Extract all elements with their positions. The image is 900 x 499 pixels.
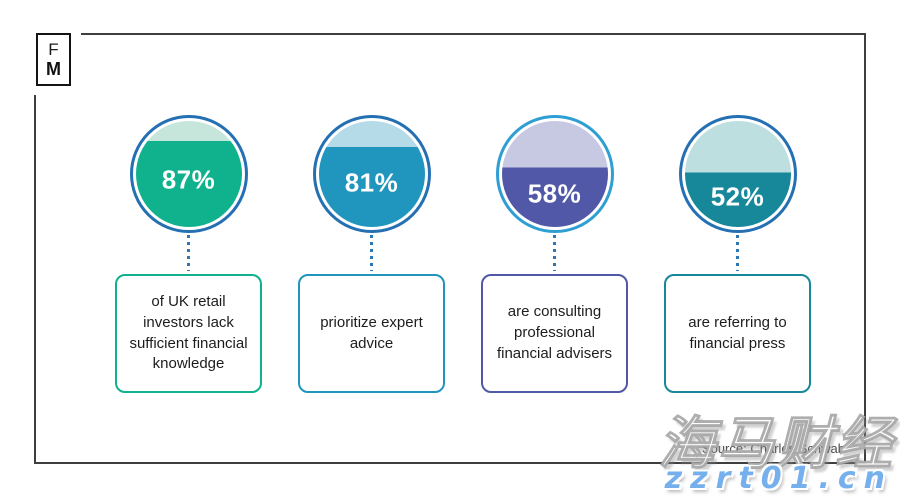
- percentage-circle: 81%: [312, 115, 431, 233]
- stat-column-1: 87% of UK retail investors lack sufficie…: [115, 115, 262, 393]
- circle-fill-area: 81%: [318, 121, 425, 227]
- percentage-circle: 58%: [495, 115, 614, 233]
- dotted-connector: [736, 235, 739, 271]
- watermark-cjk-brand: 海马财经: [658, 411, 894, 478]
- source-attribution: Source: Charles Schwab: [701, 441, 845, 456]
- stat-column-3: 58% are consulting professional financia…: [481, 115, 628, 393]
- description-box: are consulting professional financial ad…: [481, 274, 628, 393]
- percentage-value: 58%: [527, 178, 582, 209]
- dotted-connector: [553, 235, 556, 271]
- stat-column-2: 81% prioritize expert advice: [298, 115, 445, 393]
- circle-fill-area: 58%: [501, 121, 608, 227]
- percentage-circle: 52%: [678, 115, 797, 233]
- logo-letter-m: M: [46, 58, 61, 79]
- circle-fill-area: 52%: [684, 121, 791, 227]
- dotted-connector: [370, 235, 373, 271]
- description-box: are referring to financial press: [664, 274, 811, 393]
- percentage-value: 87%: [161, 164, 216, 195]
- fm-logo-box: F M: [36, 33, 71, 86]
- logo-letter-f: F: [48, 39, 59, 59]
- watermark-site-url: zzrt01.cn: [664, 461, 893, 496]
- stat-column-4: 52% are referring to financial press: [664, 115, 811, 393]
- circle-fill-area: 87%: [135, 121, 242, 227]
- description-box: prioritize expert advice: [298, 274, 445, 393]
- percentage-value: 52%: [710, 181, 765, 212]
- percentage-value: 81%: [344, 167, 399, 198]
- stats-row: 87% of UK retail investors lack sufficie…: [115, 115, 811, 393]
- percentage-circle: 87%: [129, 115, 248, 233]
- dotted-connector: [187, 235, 190, 271]
- fm-logo: F M: [26, 24, 81, 95]
- frame-border: [34, 33, 866, 464]
- description-box: of UK retail investors lack sufficient f…: [115, 274, 262, 393]
